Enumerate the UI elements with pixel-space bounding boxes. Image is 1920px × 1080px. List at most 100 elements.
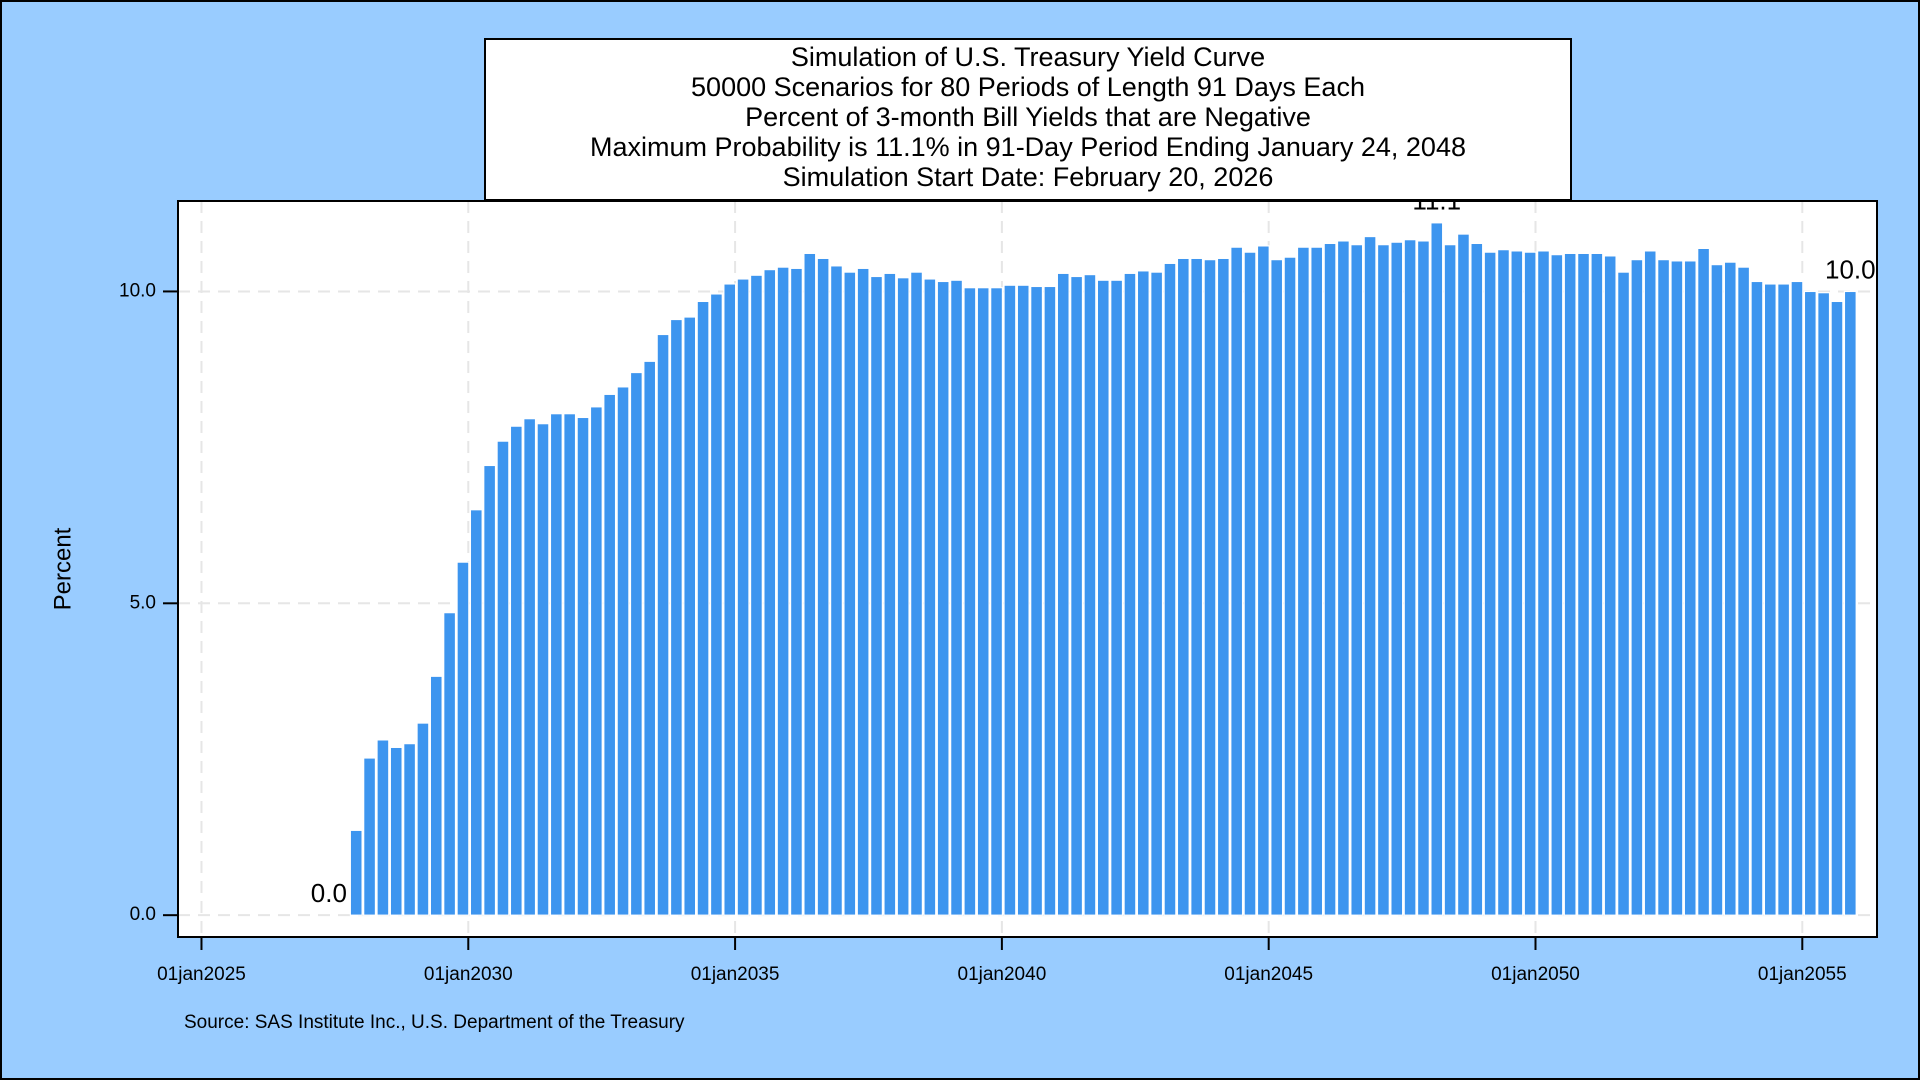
- bar: [549, 413, 563, 916]
- x-tick-label: 01jan2035: [691, 964, 780, 985]
- bar: [723, 283, 737, 916]
- bar: [1136, 270, 1150, 916]
- title-box: Simulation of U.S. Treasury Yield Curve5…: [484, 38, 1572, 201]
- bar: [469, 509, 483, 916]
- bar: [629, 371, 643, 916]
- bar: [509, 425, 523, 916]
- bar: [1470, 242, 1484, 916]
- bar: [1817, 292, 1831, 916]
- bar: [1376, 244, 1390, 916]
- bar: [1443, 244, 1457, 916]
- bar: [896, 277, 910, 916]
- bar: [1176, 257, 1190, 916]
- bar: [776, 266, 790, 916]
- bar: [589, 406, 603, 916]
- y-tick-label: 10.0: [119, 280, 156, 301]
- bar: [1083, 274, 1097, 916]
- bar: [976, 287, 990, 916]
- bar: [1430, 222, 1444, 916]
- bar: [1256, 245, 1270, 916]
- bar: [1710, 264, 1724, 916]
- data-label: 10.0: [1825, 254, 1876, 284]
- bar: [1790, 280, 1804, 916]
- bar: [1777, 283, 1791, 916]
- title-line: 50000 Scenarios for 80 Periods of Length…: [691, 72, 1365, 102]
- bar: [1683, 260, 1697, 916]
- bar: [1497, 249, 1510, 916]
- bar: [1603, 255, 1617, 916]
- bar: [1763, 283, 1777, 916]
- bar: [1617, 271, 1631, 916]
- title-line: Percent of 3-month Bill Yields that are …: [745, 102, 1311, 132]
- title-frame: [484, 38, 1572, 201]
- source-note: Source: SAS Institute Inc., U.S. Departm…: [184, 1012, 685, 1033]
- bar: [1537, 250, 1550, 916]
- bar: [1550, 254, 1564, 916]
- bar: [1323, 242, 1337, 916]
- bar: [749, 274, 763, 916]
- bar: [1830, 300, 1844, 916]
- bar: [416, 722, 430, 916]
- bar: [1283, 256, 1297, 916]
- bar: [1390, 241, 1404, 916]
- bar: [1723, 261, 1737, 916]
- bar: [349, 829, 363, 916]
- bar: [603, 393, 617, 916]
- bar: [1096, 279, 1110, 916]
- bar: [1843, 290, 1857, 916]
- bar: [523, 418, 537, 916]
- x-tick-label: 01jan2025: [157, 964, 246, 985]
- bar: [1456, 233, 1470, 916]
- bar: [656, 333, 670, 916]
- bar: [1016, 284, 1030, 916]
- bar: [1310, 246, 1324, 916]
- bar: [429, 675, 443, 916]
- bar: [1737, 266, 1751, 916]
- bar: [736, 278, 750, 916]
- bar: [870, 275, 883, 916]
- bar: [1150, 271, 1164, 916]
- bar: [1230, 246, 1244, 916]
- bar: [696, 300, 710, 916]
- bar: [1416, 240, 1430, 916]
- bar: [763, 269, 777, 916]
- x-tick-label: 01jan2030: [424, 964, 513, 985]
- title-line: Maximum Probability is 11.1% in 91-Day P…: [590, 132, 1466, 162]
- bar: [1216, 257, 1230, 916]
- bar: [1110, 279, 1124, 916]
- bar: [483, 464, 497, 916]
- bar: [363, 757, 377, 916]
- bar: [1336, 240, 1350, 916]
- title-line: Simulation of U.S. Treasury Yield Curve: [791, 42, 1265, 72]
- x-tick-label: 01jan2040: [958, 964, 1047, 985]
- bar: [816, 257, 830, 916]
- bar: [376, 739, 390, 916]
- bar: [923, 278, 937, 916]
- bar: [669, 318, 683, 916]
- bar: [1043, 285, 1057, 916]
- bar: [389, 746, 403, 916]
- bar: [963, 287, 977, 916]
- bar: [936, 280, 950, 916]
- bar: [829, 265, 843, 916]
- x-tick-label: 01jan2055: [1758, 964, 1847, 985]
- bar: [1350, 244, 1364, 916]
- bar: [843, 271, 857, 916]
- bar: [910, 271, 923, 916]
- bar: [576, 416, 590, 916]
- bar: [496, 440, 510, 916]
- bar: [1030, 285, 1044, 916]
- bar: [1483, 251, 1497, 916]
- bar: [1243, 251, 1257, 916]
- bar: [1630, 259, 1644, 916]
- bar: [536, 423, 550, 916]
- x-tick-label: 01jan2050: [1491, 964, 1580, 985]
- x-tick-label: 01jan2045: [1224, 964, 1313, 985]
- bar: [1296, 246, 1310, 916]
- bar: [1510, 250, 1524, 916]
- bar: [950, 279, 964, 916]
- y-tick-label: 0.0: [130, 904, 156, 925]
- bar: [403, 743, 417, 916]
- data-label: 0.0: [311, 878, 347, 908]
